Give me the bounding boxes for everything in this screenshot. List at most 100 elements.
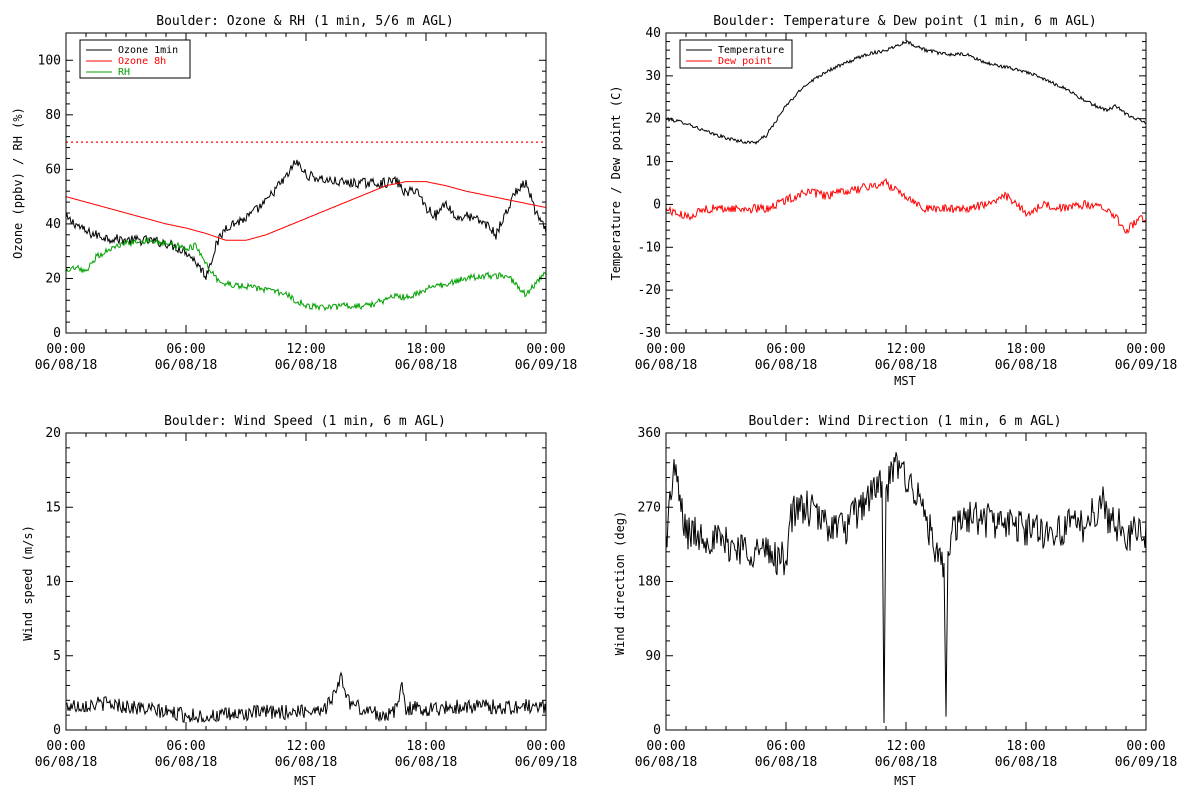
x-tick-label: 18:00 <box>1006 342 1045 357</box>
y-tick-label: 90 <box>645 649 661 664</box>
y-tick-label: 80 <box>45 108 61 123</box>
x-tick-date-label: 06/08/18 <box>35 358 98 373</box>
x-tick-date-label: 06/09/18 <box>1115 358 1178 373</box>
legend-box <box>679 39 793 69</box>
y-axis-label: Ozone (ppbv) / RH (%) <box>11 107 25 259</box>
x-tick-date-label: 06/08/18 <box>395 358 458 373</box>
x-tick-label: 12:00 <box>286 739 325 754</box>
y-tick-label: 15 <box>45 500 61 515</box>
legend-label: Ozone 8h <box>118 56 166 67</box>
y-tick-label: -30 <box>638 326 661 341</box>
y-tick-label: 0 <box>653 197 661 212</box>
x-tick-label: 12:00 <box>886 342 925 357</box>
legend-label: RH <box>118 67 130 78</box>
x-tick-date-label: 06/08/18 <box>275 755 338 770</box>
x-tick-label: 00:00 <box>646 342 685 357</box>
legend: Temperature Dew point <box>679 39 793 69</box>
x-tick-date-label: 06/08/18 <box>155 358 218 373</box>
y-tick-label: 0 <box>53 326 61 341</box>
plot-area: 09018027036000:0006/08/1806:0006/08/1812… <box>635 426 1178 770</box>
panel-wind-direction: Boulder: Wind Direction (1 min, 6 m AGL)… <box>613 414 1177 788</box>
axis-frame <box>65 432 547 731</box>
x-tick-label: 00:00 <box>1126 342 1165 357</box>
legend-label: Ozone 1min <box>118 45 178 56</box>
x-tick-label: 12:00 <box>286 342 325 357</box>
y-tick-label: 0 <box>653 723 661 738</box>
series-line <box>66 159 546 280</box>
series-line <box>66 236 546 312</box>
series-line <box>666 452 1146 724</box>
y-tick-label: 270 <box>638 500 661 515</box>
legend-label: Temperature <box>718 45 784 56</box>
axis-frame <box>665 432 1147 731</box>
x-tick-label: 00:00 <box>526 342 565 357</box>
plot-area: 02040608010000:0006/08/1806:0006/08/1812… <box>35 32 578 373</box>
x-tick-label: 06:00 <box>166 342 205 357</box>
y-tick-label: 20 <box>645 112 661 127</box>
panel-temperature-dewpoint: Boulder: Temperature & Dew point (1 min,… <box>609 14 1177 388</box>
legend-label: Dew point <box>718 56 772 67</box>
x-tick-date-label: 06/09/18 <box>1115 755 1178 770</box>
x-tick-label: 18:00 <box>1006 739 1045 754</box>
x-tick-label: 00:00 <box>46 342 85 357</box>
x-tick-label: 00:00 <box>46 739 85 754</box>
x-tick-label: 00:00 <box>1126 739 1165 754</box>
x-axis-label: MST <box>894 774 916 788</box>
y-tick-label: 20 <box>45 271 61 286</box>
chart-title: Boulder: Temperature & Dew point (1 min,… <box>713 14 1097 29</box>
chart-title: Boulder: Ozone & RH (1 min, 5/6 m AGL) <box>156 14 453 29</box>
y-tick-label: 60 <box>45 162 61 177</box>
y-tick-label: 5 <box>53 649 61 664</box>
x-tick-date-label: 06/08/18 <box>995 755 1058 770</box>
y-tick-label: 40 <box>45 217 61 232</box>
x-tick-label: 00:00 <box>526 739 565 754</box>
series-line <box>666 177 1146 235</box>
y-tick-label: 10 <box>45 575 61 590</box>
panel-wind-speed: Boulder: Wind Speed (1 min, 6 m AGL) Win… <box>21 414 577 788</box>
x-tick-date-label: 06/08/18 <box>275 358 338 373</box>
series-line <box>66 671 546 723</box>
x-tick-label: 18:00 <box>406 739 445 754</box>
x-tick-date-label: 06/08/18 <box>875 358 938 373</box>
y-axis-label: Temperature / Dew point (C) <box>609 85 623 280</box>
x-tick-date-label: 06/09/18 <box>515 358 578 373</box>
axis-frame <box>665 32 1147 334</box>
x-axis-label: MST <box>294 774 316 788</box>
plot-area: -30-20-1001020304000:0006/08/1806:0006/0… <box>635 26 1178 373</box>
y-tick-label: 180 <box>638 575 661 590</box>
x-axis-label: MST <box>894 374 916 388</box>
y-tick-label: -20 <box>638 283 661 298</box>
y-tick-label: 20 <box>45 426 61 441</box>
x-tick-date-label: 06/08/18 <box>35 755 98 770</box>
x-tick-date-label: 06/08/18 <box>995 358 1058 373</box>
x-tick-label: 06:00 <box>766 342 805 357</box>
x-tick-date-label: 06/08/18 <box>635 755 698 770</box>
y-tick-label: 10 <box>645 155 661 170</box>
x-tick-date-label: 06/08/18 <box>755 358 818 373</box>
chart-title: Boulder: Wind Direction (1 min, 6 m AGL) <box>748 414 1061 429</box>
x-tick-label: 18:00 <box>406 342 445 357</box>
y-tick-label: 360 <box>638 426 661 441</box>
series-line <box>666 40 1146 145</box>
x-tick-date-label: 06/08/18 <box>755 755 818 770</box>
y-tick-label: 100 <box>38 53 61 68</box>
legend: Ozone 1min Ozone 8h RH <box>79 39 191 79</box>
y-tick-label: 40 <box>645 26 661 41</box>
y-axis-label: Wind speed (m/s) <box>21 525 35 641</box>
x-tick-label: 00:00 <box>646 739 685 754</box>
x-tick-date-label: 06/08/18 <box>875 755 938 770</box>
x-tick-date-label: 06/08/18 <box>155 755 218 770</box>
series-line <box>66 181 546 241</box>
x-tick-label: 12:00 <box>886 739 925 754</box>
x-tick-label: 06:00 <box>766 739 805 754</box>
y-axis-label: Wind direction (deg) <box>613 511 627 656</box>
y-tick-label: -10 <box>638 240 661 255</box>
x-tick-date-label: 06/08/18 <box>635 358 698 373</box>
x-tick-date-label: 06/09/18 <box>515 755 578 770</box>
x-tick-date-label: 06/08/18 <box>395 755 458 770</box>
x-tick-label: 06:00 <box>166 739 205 754</box>
y-tick-label: 0 <box>53 723 61 738</box>
panel-ozone-rh: Boulder: Ozone & RH (1 min, 5/6 m AGL) O… <box>11 14 577 373</box>
chart-title: Boulder: Wind Speed (1 min, 6 m AGL) <box>164 414 446 429</box>
